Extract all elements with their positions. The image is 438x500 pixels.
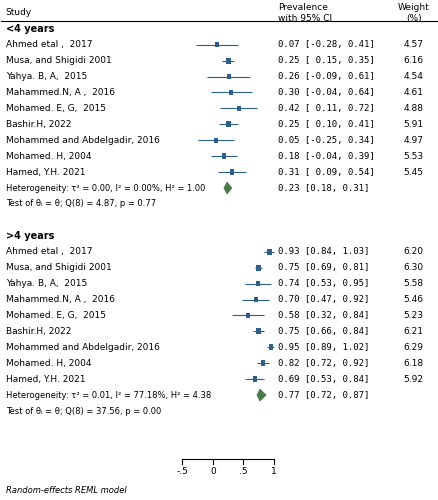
FancyBboxPatch shape	[226, 122, 230, 127]
Text: Test of θᵢ = θ; Q(8) = 4.87, p = 0.77: Test of θᵢ = θ; Q(8) = 4.87, p = 0.77	[6, 200, 155, 208]
Text: Prevalence
with 95% CI: Prevalence with 95% CI	[278, 3, 332, 22]
Text: 0.58 [0.32, 0.84]: 0.58 [0.32, 0.84]	[278, 311, 369, 320]
Text: Yahya. B, A,  2015: Yahya. B, A, 2015	[6, 72, 87, 81]
Text: <4 years: <4 years	[6, 24, 54, 34]
Text: 0.93 [0.84, 1.03]: 0.93 [0.84, 1.03]	[278, 247, 369, 256]
Text: Yahya. B, A,  2015: Yahya. B, A, 2015	[6, 279, 87, 288]
Text: 0.18 [-0.04, 0.39]: 0.18 [-0.04, 0.39]	[278, 152, 374, 160]
Text: 4.57: 4.57	[403, 40, 423, 49]
FancyBboxPatch shape	[229, 90, 233, 94]
Text: 0.07 [-0.28, 0.41]: 0.07 [-0.28, 0.41]	[278, 40, 374, 49]
Text: Random-effects REML model: Random-effects REML model	[6, 486, 126, 495]
FancyBboxPatch shape	[253, 297, 257, 302]
Polygon shape	[256, 389, 265, 401]
FancyBboxPatch shape	[268, 344, 273, 350]
Text: 5.91: 5.91	[403, 120, 423, 129]
Text: 6.18: 6.18	[403, 358, 423, 368]
Text: 6.29: 6.29	[403, 343, 423, 352]
FancyBboxPatch shape	[256, 328, 261, 334]
Text: 0.25 [ 0.10, 0.41]: 0.25 [ 0.10, 0.41]	[278, 120, 374, 129]
Text: 0.26 [-0.09, 0.61]: 0.26 [-0.09, 0.61]	[278, 72, 374, 81]
Text: Musa, and Shigidi 2001: Musa, and Shigidi 2001	[6, 56, 111, 65]
Text: 0: 0	[210, 467, 215, 476]
Text: Hamed, Y.H. 2021: Hamed, Y.H. 2021	[6, 168, 85, 176]
Text: 0.70 [0.47, 0.92]: 0.70 [0.47, 0.92]	[278, 295, 369, 304]
Text: .5: .5	[239, 467, 247, 476]
Text: 4.97: 4.97	[403, 136, 423, 145]
Polygon shape	[223, 182, 231, 194]
Text: Mohamed. H, 2004: Mohamed. H, 2004	[6, 358, 91, 368]
FancyBboxPatch shape	[260, 360, 265, 366]
Text: 4.88: 4.88	[403, 104, 423, 113]
Text: 1: 1	[271, 467, 276, 476]
Text: Musa, and Shigidi 2001: Musa, and Shigidi 2001	[6, 263, 111, 272]
Text: Study: Study	[6, 8, 32, 18]
Text: 6.16: 6.16	[403, 56, 423, 65]
Text: 0.23 [0.18, 0.31]: 0.23 [0.18, 0.31]	[278, 184, 369, 192]
FancyBboxPatch shape	[214, 138, 217, 142]
FancyBboxPatch shape	[225, 58, 230, 64]
FancyBboxPatch shape	[256, 264, 261, 271]
FancyBboxPatch shape	[267, 248, 272, 255]
Text: Heterogeneity: τ² = 0.00, I² = 0.00%, H² = 1.00: Heterogeneity: τ² = 0.00, I² = 0.00%, H²…	[6, 184, 205, 192]
Text: Heterogeneity: τ² = 0.01, I² = 77.18%, H² = 4.38: Heterogeneity: τ² = 0.01, I² = 77.18%, H…	[6, 390, 211, 400]
FancyBboxPatch shape	[215, 42, 219, 47]
Text: 6.30: 6.30	[403, 263, 423, 272]
Text: 5.45: 5.45	[403, 168, 423, 176]
Text: Bashir.H, 2022: Bashir.H, 2022	[6, 327, 71, 336]
FancyBboxPatch shape	[236, 106, 240, 111]
FancyBboxPatch shape	[226, 74, 230, 79]
Text: 0.77 [0.72, 0.87]: 0.77 [0.72, 0.87]	[278, 390, 369, 400]
Text: Ahmed etal ,  2017: Ahmed etal , 2017	[6, 40, 92, 49]
Text: 6.21: 6.21	[403, 327, 423, 336]
Text: 0.75 [0.69, 0.81]: 0.75 [0.69, 0.81]	[278, 263, 369, 272]
Text: 6.20: 6.20	[403, 247, 423, 256]
Text: 4.54: 4.54	[403, 72, 423, 81]
Text: 0.82 [0.72, 0.92]: 0.82 [0.72, 0.92]	[278, 358, 369, 368]
Text: Mahammed.N, A ,  2016: Mahammed.N, A , 2016	[6, 295, 114, 304]
Text: 5.58: 5.58	[403, 279, 423, 288]
Text: Test of θᵢ = θ; Q(8) = 37.56, p = 0.00: Test of θᵢ = θ; Q(8) = 37.56, p = 0.00	[6, 406, 161, 416]
Text: Mohamed. H, 2004: Mohamed. H, 2004	[6, 152, 91, 160]
Text: Mohamed. E, G,  2015: Mohamed. E, G, 2015	[6, 311, 106, 320]
Text: 0.25 [ 0.15, 0.35]: 0.25 [ 0.15, 0.35]	[278, 56, 374, 65]
Text: Hamed, Y.H. 2021: Hamed, Y.H. 2021	[6, 374, 85, 384]
Text: 0.31 [ 0.09, 0.54]: 0.31 [ 0.09, 0.54]	[278, 168, 374, 176]
Text: 0.74 [0.53, 0.95]: 0.74 [0.53, 0.95]	[278, 279, 369, 288]
Text: 5.92: 5.92	[403, 374, 423, 384]
Text: 0.75 [0.66, 0.84]: 0.75 [0.66, 0.84]	[278, 327, 369, 336]
Text: Bashir.H, 2022: Bashir.H, 2022	[6, 120, 71, 129]
FancyBboxPatch shape	[221, 154, 226, 159]
FancyBboxPatch shape	[229, 170, 233, 175]
Text: 0.69 [0.53, 0.84]: 0.69 [0.53, 0.84]	[278, 374, 369, 384]
FancyBboxPatch shape	[252, 376, 257, 382]
FancyBboxPatch shape	[246, 313, 250, 318]
Text: Mohammed and Abdelgadir, 2016: Mohammed and Abdelgadir, 2016	[6, 343, 159, 352]
Text: 0.05 [-0.25, 0.34]: 0.05 [-0.25, 0.34]	[278, 136, 374, 145]
Text: 5.53: 5.53	[403, 152, 423, 160]
FancyBboxPatch shape	[255, 281, 260, 286]
Text: Mohammed and Abdelgadir, 2016: Mohammed and Abdelgadir, 2016	[6, 136, 159, 145]
Text: Ahmed etal ,  2017: Ahmed etal , 2017	[6, 247, 92, 256]
Text: 4.61: 4.61	[403, 88, 423, 97]
Text: >4 years: >4 years	[6, 231, 54, 241]
Text: Mahammed.N, A ,  2016: Mahammed.N, A , 2016	[6, 88, 114, 97]
Text: 5.46: 5.46	[403, 295, 423, 304]
Text: -.5: -.5	[176, 467, 188, 476]
Text: 0.42 [ 0.11, 0.72]: 0.42 [ 0.11, 0.72]	[278, 104, 374, 113]
Text: 0.95 [0.89, 1.02]: 0.95 [0.89, 1.02]	[278, 343, 369, 352]
Text: Mohamed. E, G,  2015: Mohamed. E, G, 2015	[6, 104, 106, 113]
Text: 0.30 [-0.04, 0.64]: 0.30 [-0.04, 0.64]	[278, 88, 374, 97]
Text: 5.23: 5.23	[403, 311, 423, 320]
Text: Weight
(%): Weight (%)	[397, 3, 428, 22]
